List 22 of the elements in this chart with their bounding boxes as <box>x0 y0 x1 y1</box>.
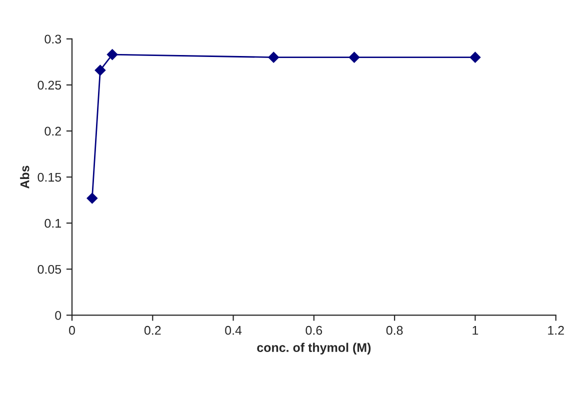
point <box>94 64 106 76</box>
x-tick-label: 1 <box>472 326 478 335</box>
x-tick-label: 0.6 <box>306 326 322 335</box>
x-tick-label: 0.8 <box>386 326 403 335</box>
y-tick-label: 0.05 <box>38 264 62 274</box>
point <box>348 52 360 63</box>
y-tick-label: 0.1 <box>44 218 61 228</box>
point <box>470 52 481 63</box>
x-tick-label: 0 <box>69 326 75 335</box>
x-tick-label: 0.2 <box>144 326 161 335</box>
y-tick-label: 0 <box>55 310 62 320</box>
y-tick-label: 0.2 <box>44 126 61 136</box>
x-tick-label: 1.2 <box>548 326 564 335</box>
x-axis-title: conc. of thymol (M) <box>257 342 371 354</box>
y-tick-label: 0.3 <box>44 34 62 44</box>
point <box>268 52 280 63</box>
y-tick-label: 0.25 <box>38 80 62 90</box>
x-tick-label: 0.4 <box>225 326 242 335</box>
point <box>86 192 98 204</box>
y-axis-title: Abs <box>20 166 30 189</box>
y-tick-label: 0.15 <box>38 172 62 182</box>
point <box>106 49 118 60</box>
